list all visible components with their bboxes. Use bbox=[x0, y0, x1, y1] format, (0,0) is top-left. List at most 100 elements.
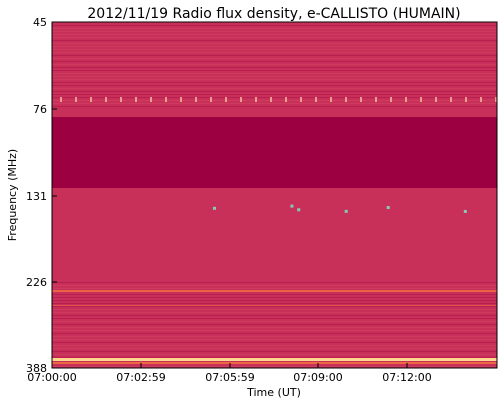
band-tick bbox=[195, 97, 197, 102]
bottom-stripe bbox=[52, 362, 497, 364]
band-tick bbox=[465, 97, 467, 102]
band-tick bbox=[330, 97, 332, 102]
texture-row bbox=[52, 357, 497, 358]
band-tick bbox=[360, 97, 362, 102]
stripe-fleck bbox=[341, 0, 342, 5]
burst-streak bbox=[58, 0, 60, 12]
burst-streak bbox=[466, 0, 467, 10]
band-tick bbox=[345, 97, 347, 102]
texture-row bbox=[52, 73, 497, 74]
band-tick bbox=[255, 97, 257, 102]
texture-row bbox=[52, 94, 497, 95]
texture-row bbox=[52, 336, 497, 337]
texture-row bbox=[52, 294, 497, 295]
stripe-fleck bbox=[196, 0, 197, 4]
texture-row bbox=[52, 303, 497, 304]
y-tick-label: 388 bbox=[26, 362, 47, 375]
bottom-stripe bbox=[52, 358, 497, 361]
burst-streak bbox=[243, 0, 245, 4]
burst-streak bbox=[446, 0, 447, 4]
burst-streak bbox=[481, 0, 483, 16]
texture-row bbox=[52, 52, 497, 53]
stripe-fleck bbox=[492, 0, 493, 9]
texture-row bbox=[52, 354, 497, 355]
band-tick bbox=[270, 97, 272, 102]
burst-streak bbox=[161, 0, 164, 5]
stripe-fleck bbox=[362, 0, 363, 5]
burst-streak bbox=[469, 0, 471, 13]
burst-streak bbox=[356, 0, 357, 5]
burst-streak bbox=[220, 0, 222, 5]
burst-streak bbox=[288, 0, 289, 4]
x-tick-label: 07:00:00 bbox=[27, 371, 76, 384]
burst-streak bbox=[477, 0, 478, 12]
burst-streak bbox=[182, 0, 184, 5]
stripe-fleck bbox=[322, 0, 323, 5]
texture-row bbox=[52, 88, 497, 89]
texture-row bbox=[52, 58, 497, 59]
band-tick bbox=[420, 97, 422, 102]
stripe-fleck bbox=[469, 0, 470, 4]
stripe-fleck bbox=[112, 0, 113, 5]
x-axis-label: Time (UT) bbox=[246, 386, 301, 399]
burst-streak bbox=[155, 0, 157, 3]
burst-streak bbox=[323, 0, 324, 5]
stripe-fleck bbox=[476, 0, 477, 6]
texture-row bbox=[52, 37, 497, 38]
stripe-fleck bbox=[201, 0, 202, 5]
lower-stripe bbox=[52, 290, 497, 292]
texture-row bbox=[52, 43, 497, 44]
chart-title: 2012/11/19 Radio flux density, e-CALLIST… bbox=[87, 6, 460, 22]
burst-spot bbox=[344, 209, 348, 213]
burst-streak bbox=[435, 0, 437, 3]
texture-row bbox=[52, 300, 497, 301]
burst-streak bbox=[238, 0, 240, 4]
burst-streak bbox=[479, 0, 481, 17]
burst-streak bbox=[475, 0, 476, 13]
burst-streak bbox=[263, 0, 264, 4]
texture-row bbox=[52, 40, 497, 41]
y-tick-label: 226 bbox=[26, 276, 47, 289]
x-tick-label: 07:05:59 bbox=[205, 371, 254, 384]
burst-streak bbox=[80, 0, 83, 20]
burst-streak bbox=[485, 0, 488, 16]
stripe-fleck bbox=[495, 0, 496, 7]
stripe-fleck bbox=[218, 0, 219, 6]
burst-streak bbox=[105, 0, 107, 6]
burst-streak bbox=[459, 0, 462, 5]
burst-streak bbox=[67, 0, 68, 4]
band-tick bbox=[450, 97, 452, 102]
burst-streak bbox=[363, 0, 365, 5]
heatmap-area bbox=[52, 0, 497, 368]
band-tick bbox=[210, 97, 212, 102]
texture-row bbox=[52, 106, 497, 107]
texture-row bbox=[52, 97, 497, 98]
texture-row bbox=[52, 79, 497, 80]
band-tick bbox=[225, 97, 227, 102]
burst-streak bbox=[316, 0, 318, 4]
burst-streak bbox=[80, 0, 81, 14]
band-tick bbox=[75, 97, 77, 102]
y-tick-label: 45 bbox=[33, 16, 47, 29]
texture-row bbox=[52, 31, 497, 32]
burst-spot bbox=[463, 209, 467, 213]
texture-row bbox=[52, 85, 497, 86]
burst-streak bbox=[109, 0, 112, 3]
band-tick bbox=[165, 97, 167, 102]
stripe-fleck bbox=[385, 0, 386, 4]
stripe-fleck bbox=[55, 0, 56, 6]
stripe-fleck bbox=[441, 0, 442, 5]
burst-streak bbox=[354, 0, 355, 3]
y-axis-label: Frequency (MHz) bbox=[6, 149, 19, 241]
band-tick bbox=[60, 97, 62, 102]
band-tick bbox=[300, 97, 302, 102]
stripe-fleck bbox=[391, 0, 392, 4]
stripe-fleck bbox=[54, 0, 55, 5]
burst-streak bbox=[52, 0, 54, 4]
band-tick bbox=[495, 97, 497, 102]
band-0 bbox=[52, 22, 497, 109]
burst-streak bbox=[472, 0, 474, 11]
stripe-fleck bbox=[245, 0, 246, 5]
y-tick-label: 131 bbox=[26, 190, 47, 203]
band-tick bbox=[315, 97, 317, 102]
